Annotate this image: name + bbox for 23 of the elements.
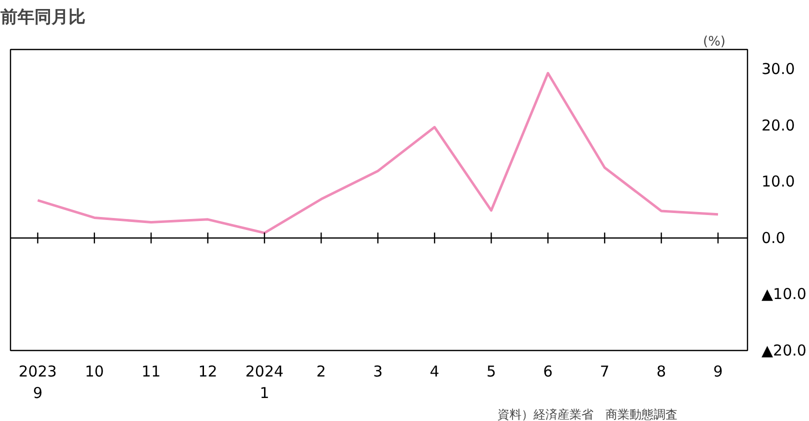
x-tick-label: 2 [316,362,326,380]
x-tick-label: 6 [543,362,553,380]
x-tick-label: 7 [600,362,610,380]
text: 資料）経済産業省 商業動態調査 [498,408,678,421]
y-tick-label: ▲10.0 [762,285,806,304]
y-tick-label: 0.0 [762,228,786,247]
x-tick-label: 3 [373,362,383,380]
y-tick-label: 10.0 [762,172,795,191]
y-tick-label: ▲20.0 [762,342,806,360]
x-tick-label: 11 [142,362,161,380]
chart-title: 前年同月比 [0,8,86,28]
x-tick-label: 12 [198,362,218,380]
x-tick-label: 2023 9 [18,362,57,402]
x-tick-label: 9 [713,362,723,380]
y-tick-label: 20.0 [762,116,795,134]
y-axis-title: (%) [703,34,726,50]
y-tick-label: 30.0 [762,60,795,78]
x-tick-label: 2024 1 [245,362,284,402]
x-tick-label: 8 [656,362,666,380]
x-tick-label: 5 [486,362,496,380]
x-tick-label: 4 [430,362,440,380]
x-tick-label: 10 [84,362,104,380]
line-series [36,72,720,234]
